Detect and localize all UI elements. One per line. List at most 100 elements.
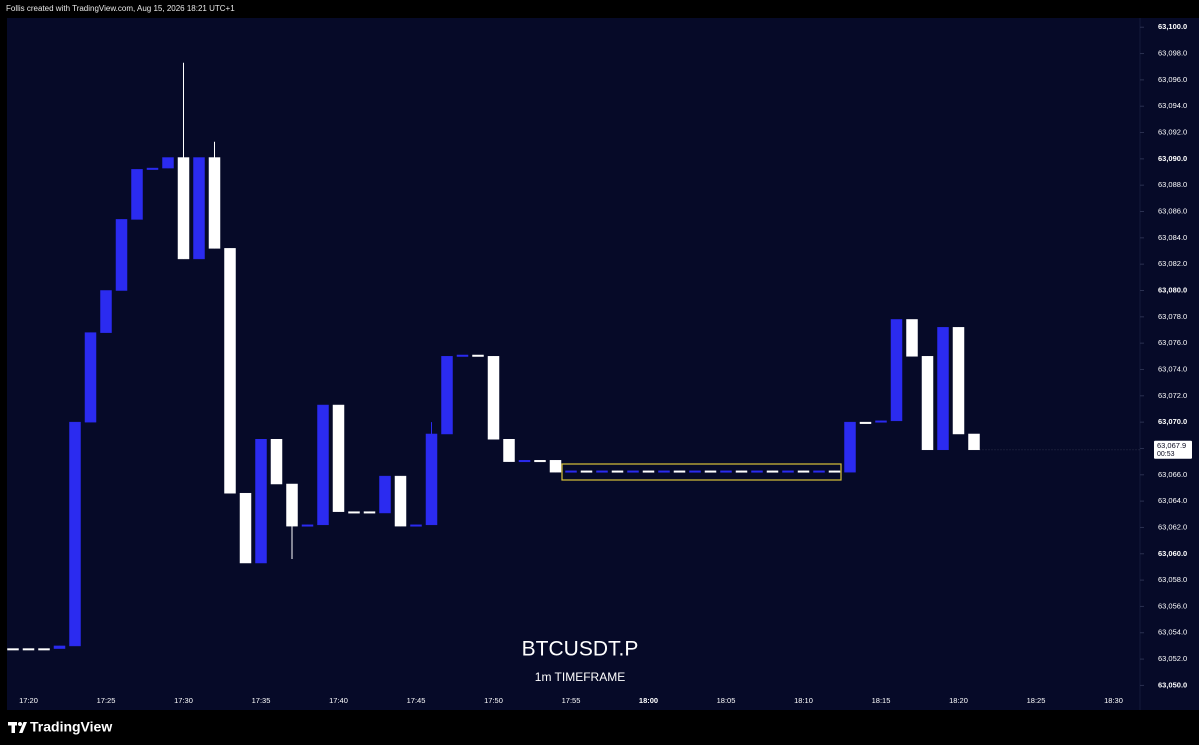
- brand-name: TradingView: [30, 719, 112, 735]
- y-tick-label: 63,098.0: [1158, 49, 1187, 58]
- y-tick-label: 63,078.0: [1158, 312, 1187, 321]
- candle-body: [425, 433, 438, 526]
- candle-body: [193, 157, 205, 260]
- y-tick-label: 63,086.0: [1158, 206, 1187, 215]
- highlight-box: [561, 463, 842, 481]
- y-tick-label: 63,100.0: [1158, 22, 1187, 31]
- candle-body: [704, 470, 717, 473]
- candle-body: [7, 648, 19, 651]
- candle-body: [534, 460, 546, 463]
- candle-body: [890, 319, 903, 422]
- candle-body: [255, 439, 267, 564]
- candle-body: [968, 433, 980, 451]
- x-tick-label: 17:20: [19, 696, 38, 705]
- chart-panel: [7, 18, 1199, 710]
- candle-body: [859, 421, 872, 424]
- y-tick-label: 63,096.0: [1158, 75, 1187, 84]
- y-tick-label: 63,080.0: [1158, 285, 1187, 294]
- y-tick-label: 63,056.0: [1158, 601, 1187, 610]
- x-tick-label: 17:35: [252, 696, 271, 705]
- candle-body: [69, 421, 81, 647]
- candle-body: [921, 356, 934, 451]
- candle-body: [162, 157, 174, 169]
- y-tick-label: 63,092.0: [1158, 128, 1187, 137]
- candle-body: [22, 648, 35, 651]
- candle-body: [348, 511, 360, 514]
- candle-body: [875, 420, 887, 423]
- candle-body: [363, 511, 376, 514]
- candle-body: [596, 470, 608, 473]
- candle-body: [100, 290, 112, 333]
- candle-body: [720, 470, 732, 473]
- candle-body: [270, 439, 283, 485]
- last-price-label: 63,067.9: [1157, 441, 1186, 450]
- y-tick-label: 63,082.0: [1158, 259, 1187, 268]
- candle-body: [751, 470, 763, 473]
- candle-body: [627, 470, 639, 473]
- y-tick-label: 63,050.0: [1158, 680, 1187, 689]
- y-tick-label: 63,060.0: [1158, 549, 1187, 558]
- candle-body: [456, 354, 469, 357]
- y-tick-label: 63,074.0: [1158, 364, 1187, 373]
- y-tick-label: 63,064.0: [1158, 496, 1187, 505]
- last-price-tag: [1154, 440, 1192, 459]
- candle-body: [146, 167, 159, 170]
- x-tick-label: 17:30: [174, 696, 193, 705]
- candle-body: [131, 169, 143, 220]
- y-tick-label: 63,066.0: [1158, 470, 1187, 479]
- candle-body: [441, 356, 453, 435]
- candle-body: [394, 475, 407, 527]
- candle-body: [673, 470, 686, 473]
- candle-body: [208, 157, 221, 249]
- candle-body: [332, 404, 345, 512]
- x-tick-label: 17:25: [97, 696, 116, 705]
- x-tick-label: 17:45: [407, 696, 426, 705]
- candle-body: [410, 524, 422, 527]
- countdown: 00:53: [1157, 451, 1175, 458]
- x-tick-label: 18:05: [717, 696, 736, 705]
- y-tick-label: 63,090.0: [1158, 154, 1187, 163]
- candle-body: [766, 470, 779, 473]
- chart-subtitle: 1m TIMEFRAME: [535, 670, 625, 684]
- candle-body: [611, 470, 624, 473]
- chart-title: BTCUSDT.P: [522, 638, 639, 661]
- y-tick-label: 63,052.0: [1158, 654, 1187, 663]
- candle-body: [952, 327, 965, 435]
- x-tick-label: 17:40: [329, 696, 348, 705]
- candle-body: [549, 460, 562, 473]
- candle-body: [472, 354, 484, 357]
- candle-body: [301, 524, 314, 527]
- candle-body: [906, 319, 918, 357]
- candle-body: [937, 327, 949, 451]
- candle-body: [177, 157, 190, 260]
- candle-body: [828, 470, 841, 473]
- candle-body: [658, 470, 670, 473]
- candle-body: [239, 492, 252, 564]
- y-tick-label: 63,076.0: [1158, 338, 1187, 347]
- y-tick-label: 63,072.0: [1158, 391, 1187, 400]
- candle-body: [487, 356, 500, 440]
- y-tick-label: 63,062.0: [1158, 522, 1187, 531]
- candle-body: [38, 648, 50, 651]
- x-tick-label: 18:00: [639, 696, 658, 705]
- candle-body: [642, 470, 655, 473]
- x-tick-label: 17:50: [484, 696, 503, 705]
- candle-body: [782, 470, 794, 473]
- candle-body: [115, 219, 128, 291]
- x-tick-label: 17:55: [562, 696, 581, 705]
- x-tick-label: 18:25: [1027, 696, 1046, 705]
- candle-body: [503, 439, 515, 462]
- candle-body: [518, 460, 531, 463]
- x-tick-label: 18:10: [794, 696, 813, 705]
- candle-body: [689, 470, 701, 473]
- x-tick-label: 18:15: [872, 696, 891, 705]
- candle-body: [735, 470, 748, 473]
- y-tick-label: 63,058.0: [1158, 575, 1187, 584]
- candle-body: [53, 645, 66, 649]
- y-tick-label: 63,094.0: [1158, 101, 1187, 110]
- candle-body: [317, 404, 329, 526]
- candle-body: [224, 248, 236, 494]
- candle-body: [84, 332, 97, 423]
- candle-body: [813, 470, 825, 473]
